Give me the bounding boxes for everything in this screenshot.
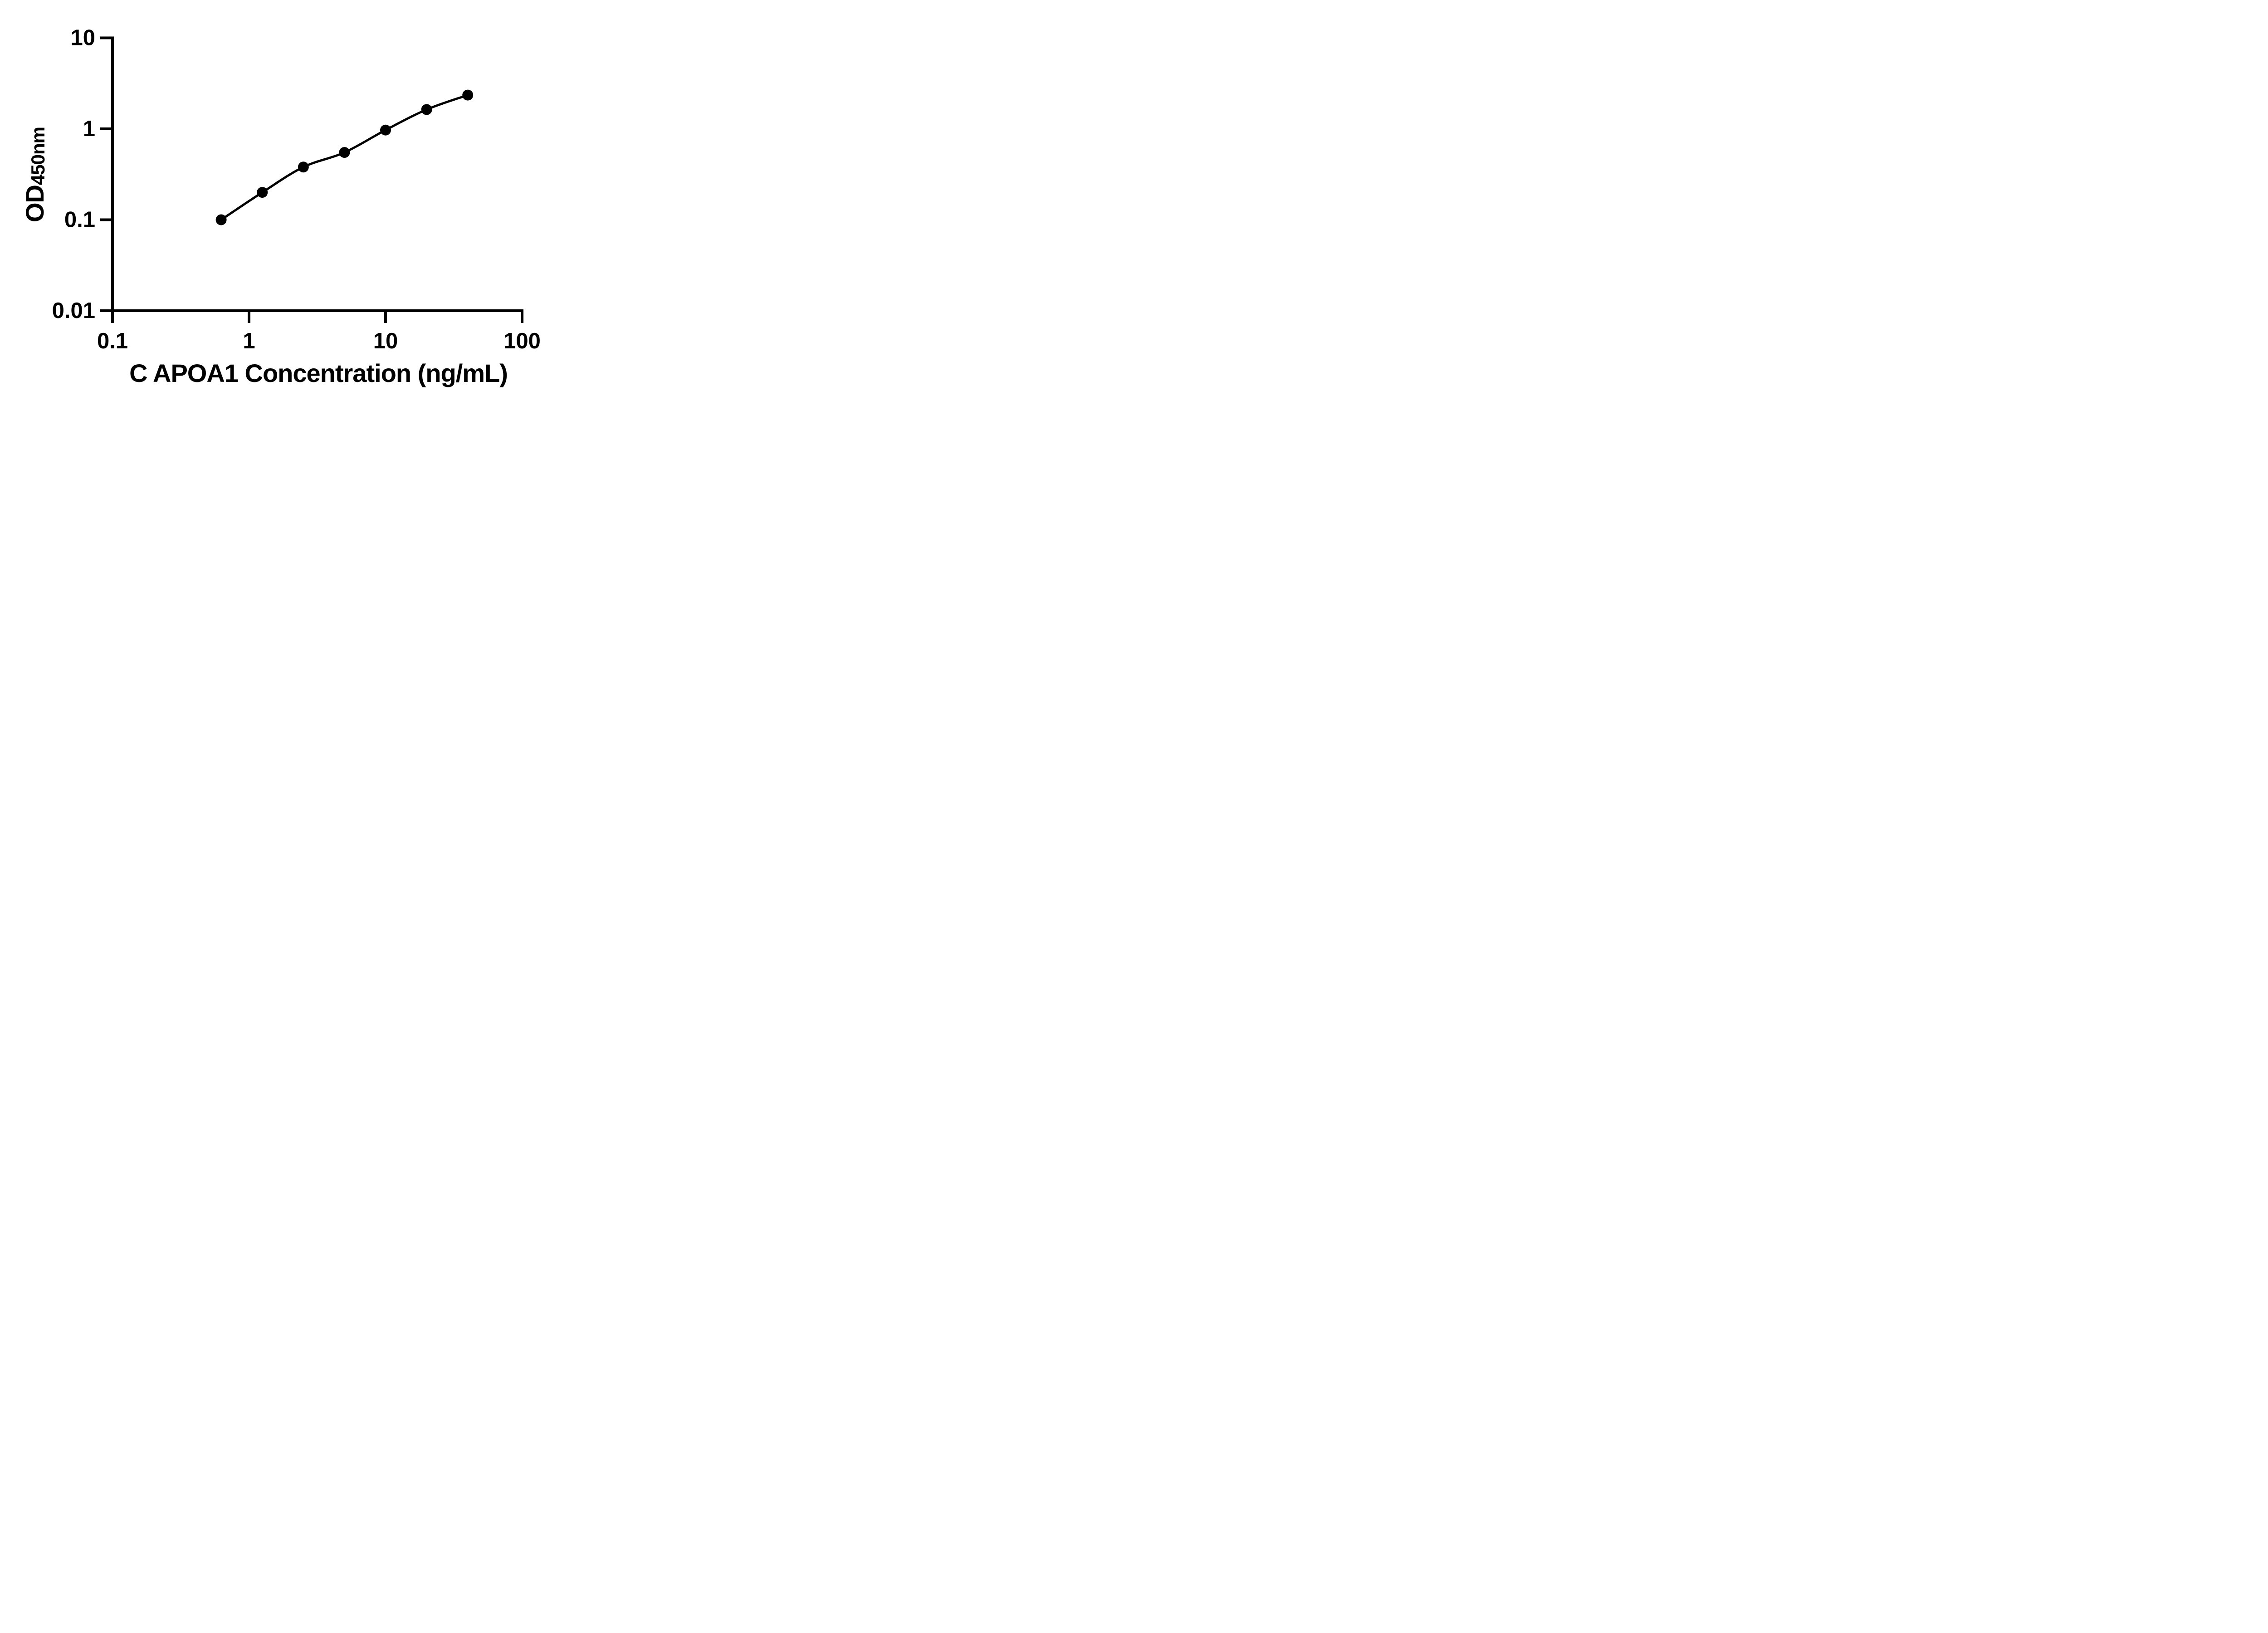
y-tick-label-0.01: 0.01 <box>52 298 95 323</box>
x-axis-title: C APOA1 Concentration (ng/mL) <box>129 359 508 387</box>
x-tick-label-1: 1 <box>243 329 255 353</box>
data-point-20 <box>421 104 432 115</box>
data-point-5 <box>339 147 350 158</box>
data-point-1.25 <box>257 187 268 198</box>
x-tick-label-0.1: 0.1 <box>97 329 128 353</box>
y-axis-title-subscript: 450nm <box>27 127 49 185</box>
x-tick-label-10: 10 <box>373 329 398 353</box>
y-tick-label-1: 1 <box>83 117 95 141</box>
data-point-2.5 <box>298 161 309 173</box>
elisa-standard-curve-figure: 0.01 0.1 1 10 0.1 1 10 100 C APOA1 Concentratio… <box>0 0 583 408</box>
data-point-10 <box>380 124 391 136</box>
data-point-40 <box>462 89 474 101</box>
y-tick-label-0.1: 0.1 <box>64 208 95 232</box>
x-tick-label-100: 100 <box>503 329 541 353</box>
y-tick-label-10: 10 <box>70 26 95 50</box>
y-axis-title-main: OD <box>20 185 49 222</box>
data-point-0.625 <box>215 214 227 225</box>
y-axis-title: OD450nm <box>20 127 49 222</box>
